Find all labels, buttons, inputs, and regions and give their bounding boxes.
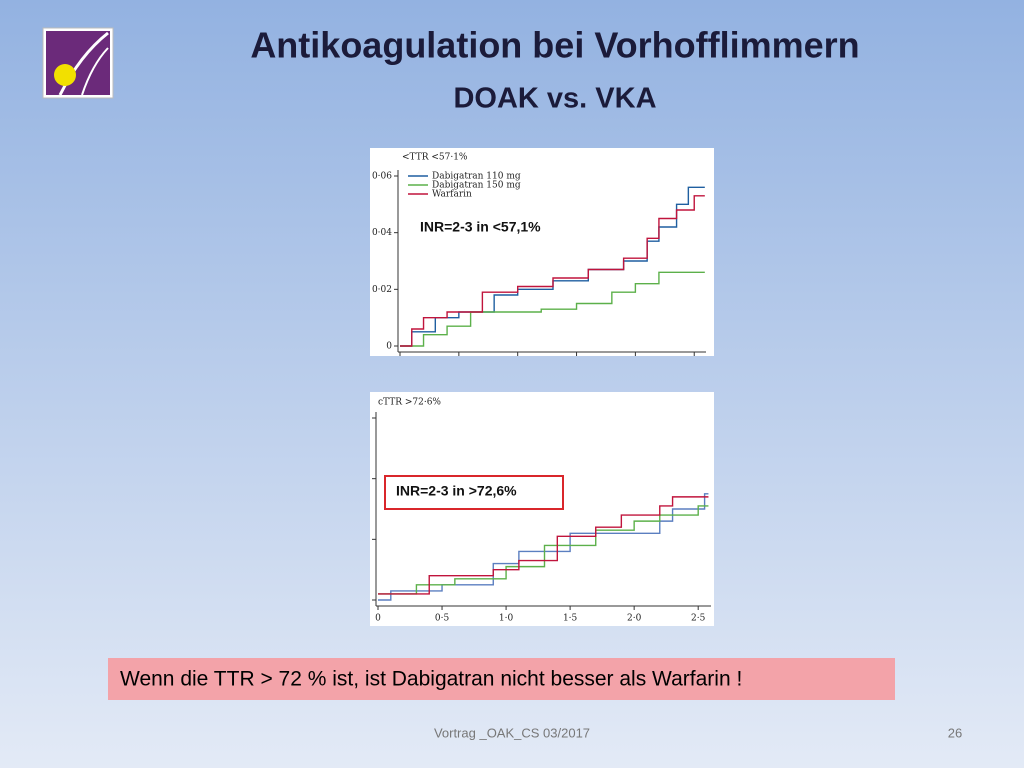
page-number: 26 [948, 725, 962, 740]
x-tick-label: 0·5 [435, 614, 450, 624]
y-tick-label: 0·02 [372, 285, 392, 295]
chart-title: cTTR >72·6% [378, 398, 441, 408]
legend-label: Dabigatran 150 mg [432, 181, 521, 191]
x-tick-label: 1·5 [563, 614, 578, 624]
y-tick-label: 0·04 [372, 228, 392, 238]
x-tick-label: 1·0 [499, 614, 514, 624]
callout: Wenn die TTR > 72 % ist, ist Dabigatran … [120, 668, 742, 691]
y-tick-label: 0·06 [372, 172, 392, 182]
annotation-box [384, 475, 564, 510]
annotation: INR=2-3 in >72,6% [396, 483, 517, 499]
step-line [378, 496, 709, 595]
subtitle: DOAK vs. VKA [453, 83, 656, 115]
chart-panel [370, 148, 714, 356]
title: Antikoagulation bei Vorhofflimmern [250, 25, 859, 66]
step-line [378, 505, 709, 595]
step-line [378, 493, 709, 601]
footer: Vortrag _OAK_CS 03/2017 [434, 725, 590, 740]
annotation: INR=2-3 in <57,1% [420, 219, 541, 235]
chart-title: <TTR <57·1% [402, 153, 468, 163]
y-tick-label: 0 [386, 342, 392, 352]
logo [42, 27, 114, 99]
legend-label: Warfarin [432, 190, 472, 200]
legend-label: Dabigatran 110 mg [432, 172, 521, 182]
x-tick-label: 2·5 [691, 614, 706, 624]
callout-box [108, 658, 895, 700]
x-tick-label: 0 [375, 614, 381, 624]
step-line [400, 271, 705, 347]
step-line [400, 195, 705, 347]
x-tick-label: 2·0 [627, 614, 642, 624]
